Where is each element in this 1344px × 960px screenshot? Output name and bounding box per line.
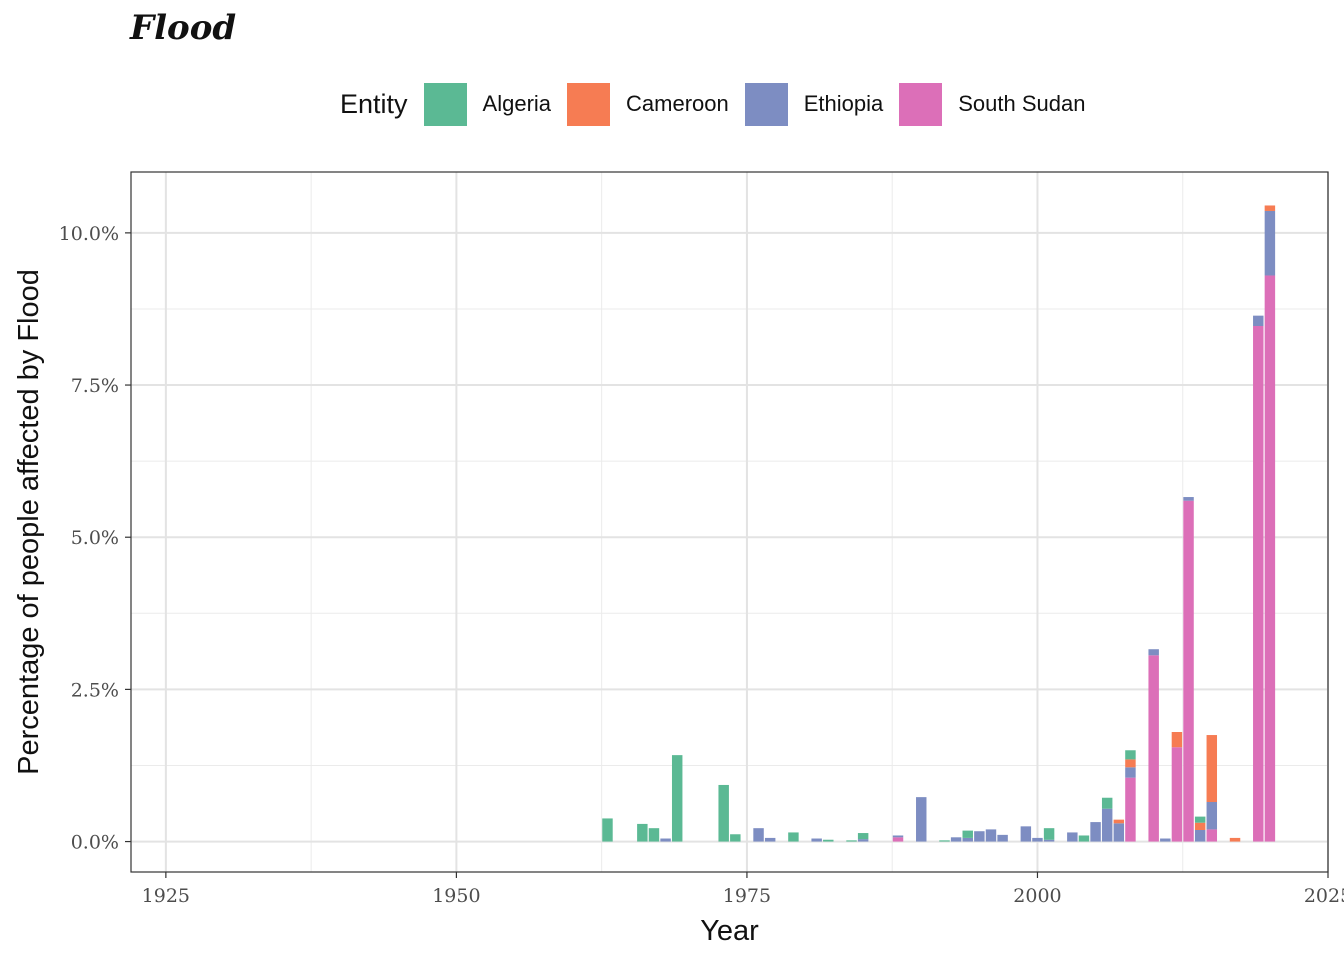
bar-ethiopia-1968 <box>660 838 671 842</box>
bar-algeria-1969 <box>671 755 683 842</box>
bar-south-sudan-2019 <box>1253 326 1264 842</box>
legend-item-cameroon: Cameroon <box>567 82 729 126</box>
x-tick-label: 1950 <box>432 885 480 907</box>
bar-south-sudan-2015 <box>1206 829 1218 842</box>
bar-algeria-2008 <box>1125 750 1136 760</box>
bar-ethiopia-1976 <box>753 828 764 842</box>
legend-swatch-algeria <box>423 82 467 126</box>
bar-ethiopia-1977 <box>764 837 776 842</box>
bar-ethiopia-2015 <box>1206 802 1218 830</box>
legend-item-south-sudan: South Sudan <box>899 82 1086 126</box>
bar-cameroon-2008 <box>1125 759 1136 768</box>
legend: Entity Algeria Cameroon Ethiopia South S… <box>340 82 1101 126</box>
bar-ethiopia-1999 <box>1020 826 1032 842</box>
legend-label-cameroon: Cameroon <box>626 91 729 116</box>
bar-south-sudan-2012 <box>1171 747 1183 842</box>
y-tick-label: 0.0% <box>71 832 119 854</box>
y-axis-title: Percentage of people affected by Flood <box>13 269 45 775</box>
bar-ethiopia-2006 <box>1101 808 1113 842</box>
bar-ethiopia-1995 <box>974 831 985 842</box>
bar-ethiopia-1996 <box>985 829 997 842</box>
bar-ethiopia-2008 <box>1125 767 1136 778</box>
bar-ethiopia-2019 <box>1253 315 1264 326</box>
bar-ethiopia-2000 <box>1032 837 1043 842</box>
legend-swatch-ethiopia <box>744 82 788 126</box>
bar-ethiopia-2001 <box>1043 839 1055 842</box>
legend-item-algeria: Algeria <box>423 82 552 126</box>
y-tick-label: 5.0% <box>71 527 119 549</box>
bar-ethiopia-2003 <box>1067 832 1078 842</box>
legend-title: Entity <box>340 88 408 119</box>
x-tick-label: 1925 <box>142 885 190 907</box>
legend-label-ethiopia: Ethiopia <box>803 91 884 116</box>
plot-panel-border <box>130 171 1329 873</box>
bar-algeria-2004 <box>1078 835 1090 842</box>
bar-ethiopia-1981 <box>811 838 822 842</box>
bar-cameroon-2017 <box>1229 837 1241 842</box>
bar-algeria-1966 <box>637 823 648 842</box>
legend-swatch-south-sudan <box>899 82 943 126</box>
bar-algeria-1967 <box>648 828 660 842</box>
bar-algeria-1963 <box>602 818 613 842</box>
bar-ethiopia-1997 <box>997 834 1008 842</box>
bar-algeria-2014 <box>1194 816 1206 823</box>
y-tick-label: 7.5% <box>71 375 119 397</box>
bar-ethiopia-2010 <box>1148 649 1159 656</box>
bar-ethiopia-2011 <box>1160 838 1171 842</box>
legend-label-south-sudan: South Sudan <box>958 91 1086 116</box>
grid-major <box>131 172 1329 872</box>
bar-algeria-1973 <box>718 784 729 842</box>
bar-ethiopia-1985 <box>857 839 869 842</box>
bar-algeria-1992 <box>939 840 950 842</box>
bar-south-sudan-2020 <box>1264 275 1276 842</box>
bar-ethiopia-1988 <box>892 835 904 838</box>
legend-swatch-cameroon <box>567 82 611 126</box>
bar-cameroon-2015 <box>1206 735 1218 802</box>
x-axis-title: Year <box>700 915 759 947</box>
bar-algeria-1982 <box>823 839 834 842</box>
y-tick-label: 2.5% <box>71 679 119 701</box>
bar-algeria-1984 <box>846 840 857 842</box>
y-axis: 0.0% 2.5% 5.0% 7.5% 10.0% <box>59 223 131 854</box>
bar-ethiopia-2014 <box>1194 830 1206 842</box>
bar-south-sudan-2008 <box>1125 777 1136 842</box>
bar-algeria-2001 <box>1043 828 1055 840</box>
bar-cameroon-2012 <box>1171 732 1183 748</box>
bars-layer <box>602 205 1276 842</box>
bar-ethiopia-1990 <box>916 797 927 842</box>
bar-algeria-1985 <box>857 833 869 840</box>
bar-south-sudan-2013 <box>1183 500 1194 842</box>
bar-ethiopia-2020 <box>1264 210 1276 276</box>
bar-algeria-2006 <box>1101 797 1113 809</box>
bar-algeria-1974 <box>730 834 741 842</box>
legend-item-ethiopia: Ethiopia <box>744 82 884 126</box>
bar-south-sudan-1988 <box>892 837 904 842</box>
bar-ethiopia-2013 <box>1183 497 1194 501</box>
bar-cameroon-2014 <box>1194 822 1206 830</box>
x-tick-label: 2000 <box>1013 885 1061 907</box>
chart-title: Flood <box>130 8 237 48</box>
y-tick-label: 10.0% <box>59 223 119 245</box>
bar-ethiopia-1993 <box>950 837 962 842</box>
bar-ethiopia-2005 <box>1090 822 1101 842</box>
bar-algeria-1979 <box>788 832 799 842</box>
x-axis: 1925 1950 1975 2000 2025 <box>142 872 1344 907</box>
bar-south-sudan-2010 <box>1148 655 1159 842</box>
bar-cameroon-2007 <box>1113 819 1125 824</box>
bar-ethiopia-1994 <box>962 837 973 842</box>
bar-algeria-1994 <box>962 830 973 838</box>
bar-ethiopia-2007 <box>1113 823 1125 842</box>
legend-label-algeria: Algeria <box>482 91 552 116</box>
x-tick-label: 2025 <box>1304 885 1344 907</box>
x-tick-label: 1975 <box>723 885 771 907</box>
bar-cameroon-2020 <box>1264 205 1276 211</box>
